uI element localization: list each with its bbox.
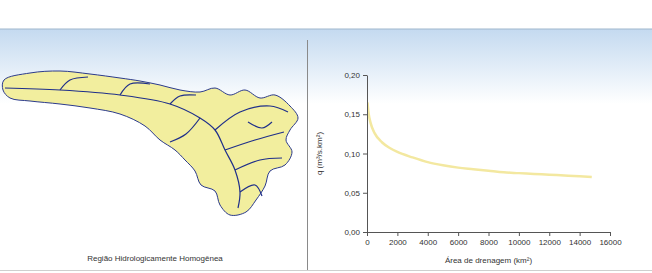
y-tick-label: 0,20 — [344, 71, 360, 80]
river — [170, 118, 200, 142]
river — [120, 83, 150, 95]
river — [225, 132, 284, 150]
river — [240, 185, 262, 196]
y-tick-mark — [363, 114, 367, 115]
y-tick-mark — [363, 75, 367, 76]
x-tick-mark — [397, 232, 398, 236]
x-tick-label: 8000 — [480, 238, 498, 247]
x-tick-label: 2000 — [389, 238, 407, 247]
y-axis: 0,00 0,05 0,10 0,15 0,20 — [344, 71, 367, 237]
river — [235, 158, 282, 170]
x-tick-label: 4000 — [419, 238, 437, 247]
x-tick: 8000 — [480, 232, 498, 247]
plot-area — [367, 102, 591, 177]
x-tick-mark — [367, 232, 368, 236]
x-tick: 12000 — [539, 232, 562, 247]
x-tick-label: 14000 — [569, 238, 592, 247]
bottom-rule — [0, 270, 652, 271]
x-tick: 2000 — [389, 232, 407, 247]
y-axis-line — [367, 76, 368, 233]
x-tick-mark — [458, 232, 459, 236]
river — [5, 88, 240, 208]
river — [60, 77, 88, 90]
y-tick-mark — [363, 154, 367, 155]
x-tick-mark — [580, 232, 581, 236]
x-tick: 4000 — [419, 232, 437, 247]
x-tick-mark — [519, 232, 520, 236]
y-tick-label: 0,00 — [344, 228, 360, 237]
x-tick: 16000 — [599, 232, 622, 247]
y-axis-title: q (m³/s.km²) — [315, 132, 324, 175]
x-tick-label: 6000 — [450, 238, 468, 247]
x-tick: 14000 — [569, 232, 592, 247]
x-tick-mark — [428, 232, 429, 236]
y-tick: 0,05 — [344, 189, 367, 198]
map-caption: Região Hidrologicamente Homogênea — [87, 254, 223, 263]
x-tick: 10000 — [508, 232, 531, 247]
y-tick-label: 0,10 — [344, 150, 360, 159]
y-tick: 0,15 — [344, 110, 367, 119]
top-rule — [0, 29, 652, 30]
y-tick-mark — [363, 193, 367, 194]
x-tick-label: 12000 — [539, 238, 562, 247]
x-tick: 0 — [365, 232, 370, 247]
y-tick-mark — [363, 232, 367, 233]
x-tick-label: 0 — [365, 238, 370, 247]
y-tick-label: 0,15 — [344, 110, 360, 119]
x-tick-mark — [549, 232, 550, 236]
basin — [2, 71, 298, 215]
x-tick-mark — [489, 232, 490, 236]
panel-divider — [307, 40, 308, 270]
x-tick-mark — [610, 232, 611, 236]
figure: Região Hidrologicamente Homogênea 0 2000 40… — [0, 0, 652, 273]
y-tick: 0,00 — [344, 228, 367, 237]
x-axis-title: Área de drenagem (km²) — [445, 256, 532, 265]
river — [248, 122, 272, 128]
x-tick-label: 10000 — [508, 238, 531, 247]
river — [170, 95, 196, 104]
x-tick-label: 16000 — [599, 238, 622, 247]
map — [2, 71, 298, 215]
y-tick: 0,20 — [344, 71, 367, 80]
y-tick: 0,10 — [344, 150, 367, 159]
series-line — [367, 102, 591, 177]
x-tick: 6000 — [450, 232, 468, 247]
river — [215, 106, 288, 130]
y-tick-label: 0,05 — [344, 189, 360, 198]
x-axis: 0 2000 4000 6000 8000 10000 12000 14000 16000 — [365, 232, 622, 247]
